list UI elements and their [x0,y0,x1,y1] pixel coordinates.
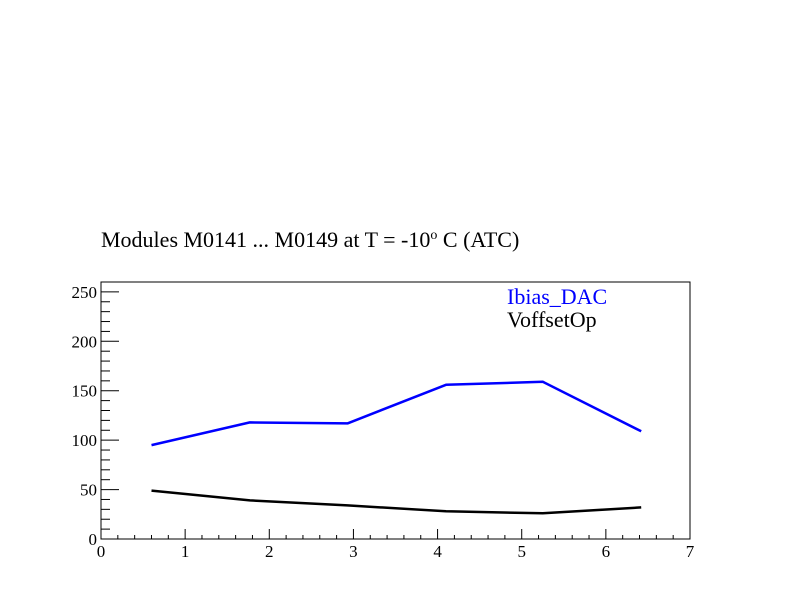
series-line-voffsetop [151,489,642,515]
x-tick-label: 3 [349,542,358,561]
legend-label-ibias-dac: Ibias_DAC [507,284,607,309]
y-tick-label: 0 [89,530,98,549]
x-tick-label: 1 [181,542,190,561]
chart-title-suffix: C (ATC) [437,227,519,252]
x-tick-label: 2 [265,542,274,561]
x-tick-label: 7 [686,542,695,561]
series-layer [151,380,642,515]
chart-title-text: Modules M0141 ... M0149 at T = -10 [101,227,430,252]
series-line-ibias-dac [151,380,642,447]
y-axis: 0 50 100 150 200 250 [72,281,119,549]
x-tick-label: 5 [517,542,526,561]
y-tick-label: 50 [80,481,97,500]
x-axis: 0 1 2 3 4 5 6 7 [97,529,695,561]
y-tick-label: 200 [72,332,98,351]
y-tick-label: 150 [72,382,98,401]
x-tick-label: 0 [97,542,106,561]
x-tick-label: 4 [433,542,442,561]
chart-title: Modules M0141 ... M0149 at T = -10o C (A… [101,227,519,252]
x-tick-label: 6 [602,542,611,561]
legend-label-voffsetop: VoffsetOp [507,307,597,332]
y-tick-label: 250 [72,283,98,302]
chart-title-superscript: o [430,228,437,243]
y-tick-label: 100 [72,431,98,450]
